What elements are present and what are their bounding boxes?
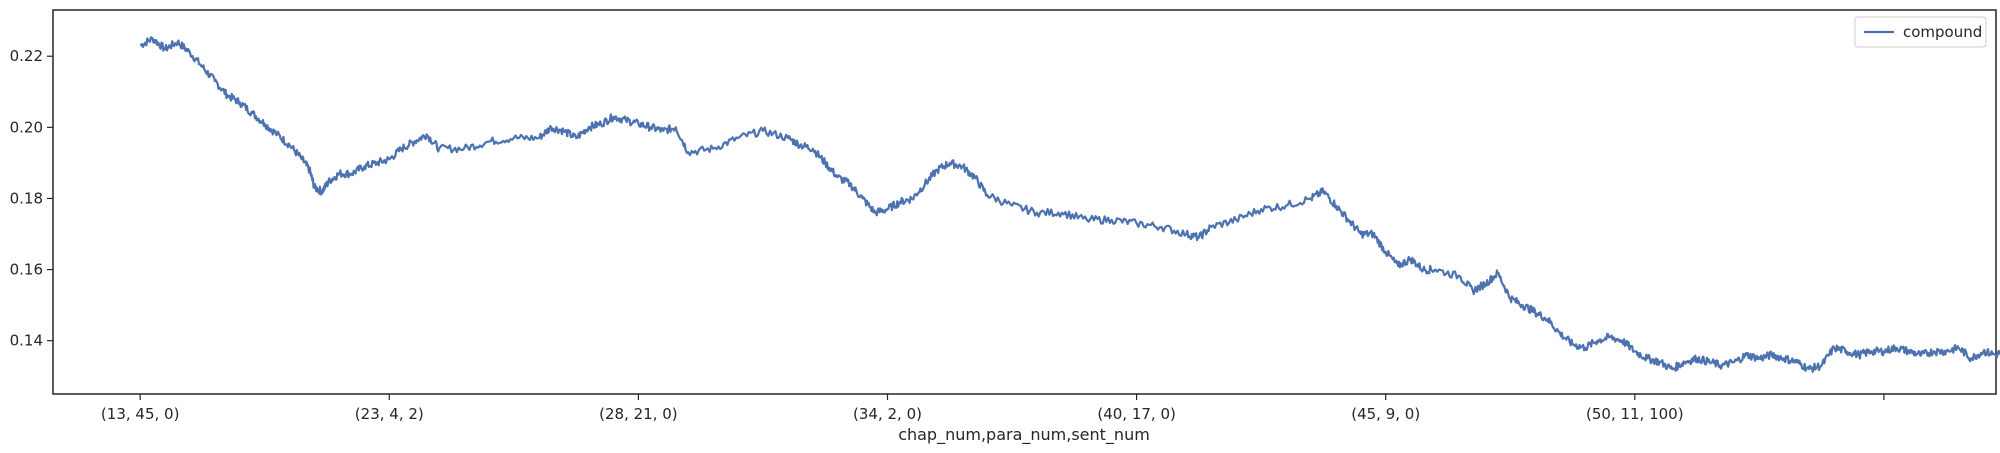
x-axis-title: chap_num,para_num,sent_num	[898, 425, 1150, 445]
legend-box	[1854, 16, 1987, 48]
plot-area	[52, 9, 1997, 395]
legend-label-compound: compound	[1903, 23, 1982, 41]
y-axis: 0.14 0.16 0.18 0.20 0.22	[10, 47, 53, 350]
legend: compound	[1854, 16, 1987, 48]
x-tick-label: (50, 11, 100)	[1586, 405, 1684, 423]
y-tick-label: 0.14	[10, 332, 43, 350]
x-tick-label: (40, 17, 0)	[1097, 405, 1176, 423]
x-tick-label: (45, 9, 0)	[1351, 405, 1420, 423]
series-line-compound	[139, 36, 2000, 373]
x-tick-label: (13, 45, 0)	[101, 405, 180, 423]
y-tick-label: 0.20	[10, 118, 43, 136]
x-tick-label: (28, 21, 0)	[599, 405, 678, 423]
y-tick-label: 0.16	[10, 261, 43, 279]
x-axis: (13, 45, 0) (23, 4, 2) (28, 21, 0) (34, 2, …	[101, 394, 1885, 423]
y-tick-label: 0.22	[10, 47, 43, 65]
y-tick-label: 0.18	[10, 189, 43, 207]
x-tick-label: (23, 4, 2)	[355, 405, 424, 423]
x-tick-label: (34, 2, 0)	[853, 405, 922, 423]
